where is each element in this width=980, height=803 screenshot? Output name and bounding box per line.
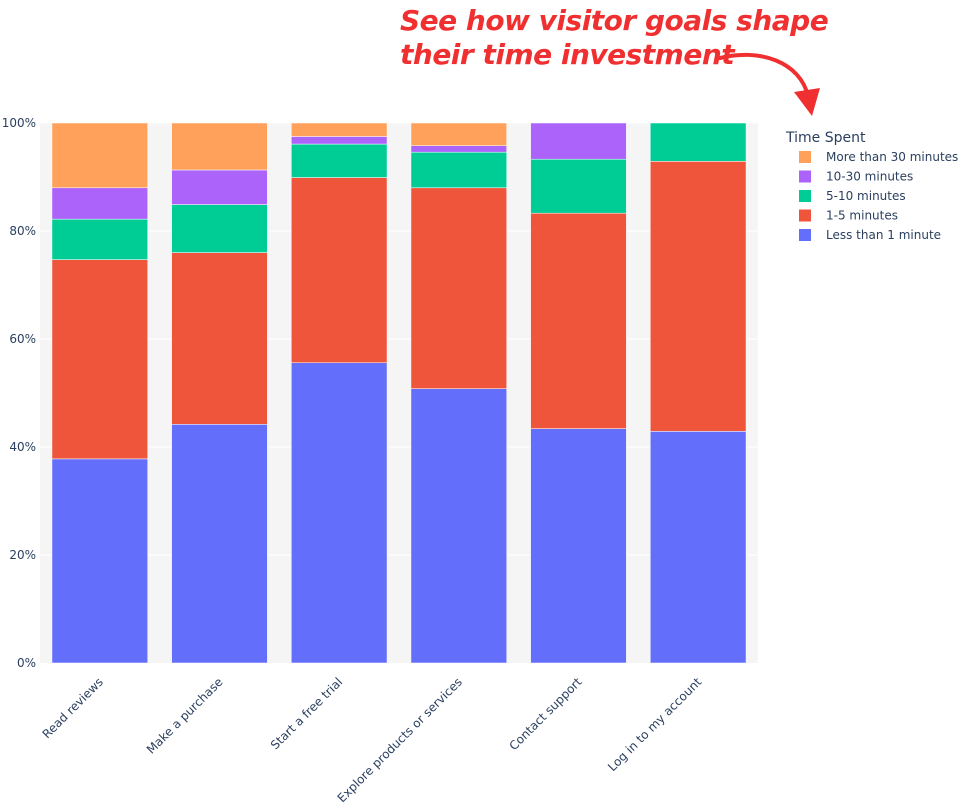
legend-swatch (799, 229, 811, 241)
annotation-line-2: their time investment (400, 38, 736, 71)
bar-segment (650, 161, 747, 432)
gridlines (40, 122, 758, 556)
bar-segment (51, 259, 148, 460)
x-tick-label: Explore products or services (335, 675, 465, 803)
legend: Time Spent More than 30 minutes 10-30 min… (785, 130, 958, 242)
y-tick-label: 0% (17, 656, 36, 670)
bar-segment (410, 122, 507, 146)
annotation-line-1: See how visitor goals shape (400, 4, 828, 37)
annotation-arrowhead-icon (794, 88, 820, 116)
y-tick-label: 40% (9, 440, 36, 454)
bar-segment (650, 431, 747, 664)
bar-segment (171, 252, 268, 425)
bar-segment (291, 362, 388, 664)
legend-item[interactable]: 10-30 minutes (799, 170, 913, 184)
x-tick-label: Contact support (506, 675, 584, 753)
bar-segment (171, 424, 268, 664)
bar-segment (171, 169, 268, 205)
legend-label: More than 30 minutes (826, 150, 958, 164)
y-axis-ticks: 0% 20% 40% 60% 80% 100% (2, 116, 36, 670)
y-tick-label: 60% (9, 332, 36, 346)
y-tick-label: 20% (9, 548, 36, 562)
legend-swatch (799, 170, 811, 183)
bar-segment (51, 187, 148, 220)
bar-segment (410, 151, 507, 189)
bar-segment (291, 177, 388, 364)
bar-segment (51, 218, 148, 260)
x-tick-label: Read reviews (40, 675, 106, 741)
x-tick-label: Start a free trial (268, 675, 345, 752)
legend-item[interactable]: 5-10 minutes (799, 189, 906, 203)
bar-segment (51, 122, 148, 189)
bars (51, 122, 747, 664)
legend-swatch (799, 190, 811, 202)
legend-label: 1-5 minutes (826, 209, 898, 223)
bar-segment (410, 388, 507, 664)
y-tick-label: 100% (2, 116, 36, 130)
legend-label: Less than 1 minute (826, 228, 941, 242)
x-tick-label: Make a purchase (144, 675, 226, 757)
x-axis-ticks: Read reviews Make a purchase Start a free … (40, 675, 705, 803)
plot-background (40, 123, 758, 663)
annotation-arrow-icon (718, 52, 810, 98)
legend-item[interactable]: More than 30 minutes (799, 150, 958, 164)
bar-segment (530, 212, 627, 429)
annotation: See how visitor goals shape their time i… (400, 4, 829, 116)
legend-item[interactable]: 1-5 minutes (799, 209, 898, 223)
bar-segment (291, 143, 388, 178)
bar-segment (410, 187, 507, 389)
bar-segment (530, 158, 627, 214)
legend-swatch (799, 209, 811, 222)
legend-swatch (799, 151, 811, 163)
bar-segment (530, 122, 627, 160)
legend-title: Time Spent (785, 130, 866, 146)
bar-segment (291, 136, 388, 145)
bar-segment (530, 428, 627, 664)
legend-item[interactable]: Less than 1 minute (799, 228, 941, 242)
y-tick-label: 80% (9, 224, 36, 238)
bar-segment (410, 145, 507, 153)
bar-segment (171, 204, 268, 253)
bar-segment (291, 122, 388, 137)
x-tick-label: Log in to my account (605, 675, 704, 774)
bar-segment (171, 122, 268, 171)
bar-segment (650, 122, 747, 162)
bar-segment (51, 458, 148, 664)
legend-label: 10-30 minutes (826, 170, 913, 184)
legend-label: 5-10 minutes (826, 189, 906, 203)
